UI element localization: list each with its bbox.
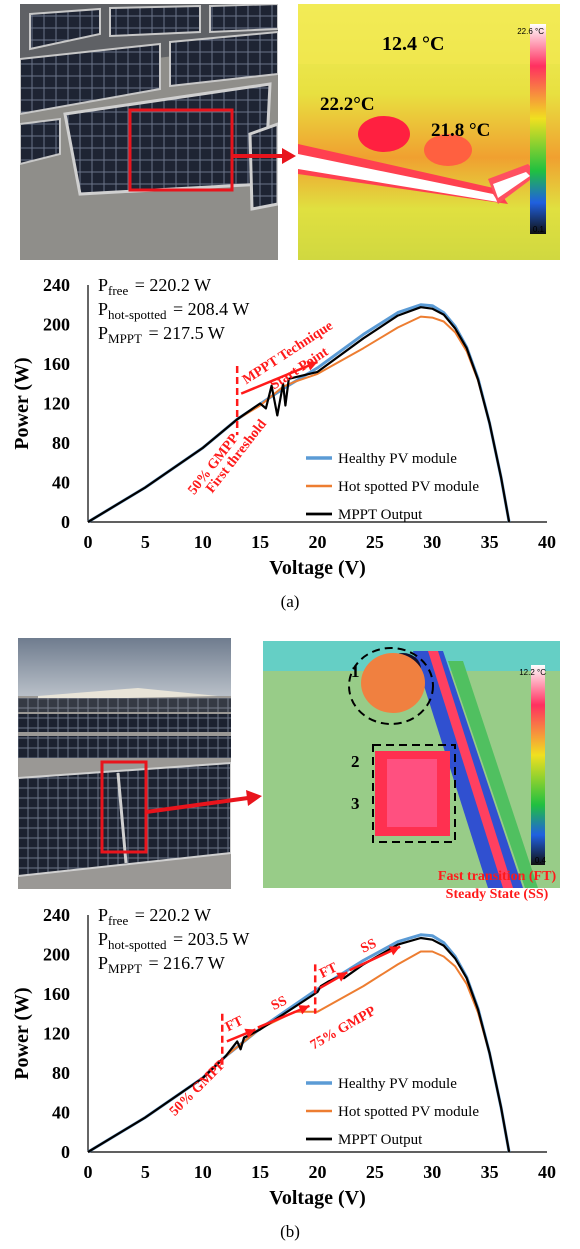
thermal-b-label-2: 2 <box>351 752 360 771</box>
power-value-2: Phot-spotted = 203.5 W <box>98 929 249 952</box>
y-tick-label: 80 <box>52 1063 70 1083</box>
ss-arrow-1-head <box>298 1005 310 1015</box>
series-line-2 <box>87 950 511 1153</box>
solar-panel-photo-a-graphic <box>20 4 278 260</box>
legend-label-3: MPPT Output <box>338 507 423 523</box>
y-tick-label: 120 <box>43 1024 70 1044</box>
x-tick-label: 15 <box>251 1162 269 1182</box>
figure-label-b: (b) <box>280 1222 300 1241</box>
thermal-b-scale-min: 0.4 <box>535 856 547 865</box>
legend-label-1: Healthy PV module <box>338 1076 457 1092</box>
annotation-steady-state: Steady State (SS) <box>446 887 549 902</box>
y-tick-label: 200 <box>43 315 70 335</box>
x-axis-label: Voltage (V) <box>269 1187 365 1209</box>
ss-arrow-2-head <box>388 946 401 956</box>
y-tick-label: 200 <box>43 945 70 965</box>
y-tick-label: 40 <box>52 1103 70 1123</box>
annotation-ft-2: FT <box>317 960 340 982</box>
solar-panel-photo-a <box>20 4 278 260</box>
thermal-b-scale-max: 12.2 °C <box>519 668 546 677</box>
x-tick-label: 35 <box>481 1162 499 1182</box>
thermal-image-b: 12.2 °C 0.4 1 2 3 <box>263 641 560 888</box>
x-tick-label: 35 <box>481 532 499 552</box>
y-tick-label: 80 <box>52 433 70 453</box>
thermal-a-temp-1: 12.4 °C <box>382 33 444 55</box>
x-tick-label: 10 <box>194 532 212 552</box>
x-tick-label: 40 <box>538 1162 556 1182</box>
thermal-a-scale-max: 22.6 °C <box>517 27 544 36</box>
power-value-3: PMPPT = 217.5 W <box>98 323 225 346</box>
mppt-start-arrow-head <box>306 361 318 371</box>
y-tick-label: 240 <box>43 275 70 295</box>
y-tick-label: 160 <box>43 984 70 1004</box>
y-tick-label: 0 <box>61 1142 70 1162</box>
y-axis-label: Power (W) <box>11 987 33 1079</box>
solar-panel-photo-b-graphic <box>18 638 231 889</box>
y-tick-label: 0 <box>61 512 70 532</box>
thermal-b-label-1: 1 <box>351 662 360 681</box>
legend-label-2: Hot spotted PV module <box>338 479 479 495</box>
thermal-a-scale-min: 0.1 <box>533 225 545 234</box>
legend-label-1: Healthy PV module <box>338 451 457 467</box>
thermal-image-a: 22.6 °C 0.1 12.4 °C 22.2°C 21.8 °C <box>298 4 560 260</box>
thermal-a-temp-3: 21.8 °C <box>431 120 490 141</box>
power-value-1: Pfree = 220.2 W <box>98 905 211 928</box>
x-tick-label: 15 <box>251 532 269 552</box>
ft-arrow-2-head <box>336 972 348 982</box>
y-tick-label: 240 <box>43 905 70 925</box>
solar-panel-photo-b <box>18 638 231 889</box>
x-tick-label: 10 <box>194 1162 212 1182</box>
annotation-ss-2: SS <box>358 936 379 956</box>
power-value-1: Pfree = 220.2 W <box>98 275 211 298</box>
legend-label-3: MPPT Output <box>338 1132 423 1148</box>
x-tick-label: 5 <box>141 532 150 552</box>
y-tick-label: 120 <box>43 394 70 414</box>
figure-label-a: (a) <box>280 592 300 611</box>
x-axis-label: Voltage (V) <box>269 557 365 579</box>
annotation-ss-1: SS <box>269 993 290 1013</box>
x-tick-label: 20 <box>309 1162 327 1182</box>
legend-label-2: Hot spotted PV module <box>338 1104 479 1120</box>
x-tick-label: 30 <box>423 1162 441 1182</box>
thermal-a-temp-2: 22.2°C <box>320 94 375 115</box>
y-tick-label: 40 <box>52 473 70 493</box>
thermal-image-a-graphic: 22.6 °C 0.1 12.4 °C 22.2°C 21.8 °C <box>298 4 560 260</box>
series-line-3 <box>87 306 511 523</box>
power-value-2: Phot-spotted = 208.4 W <box>98 299 249 322</box>
x-tick-label: 40 <box>538 532 556 552</box>
annotation-50-gmpp-b: 50% GMPP <box>167 1057 229 1119</box>
x-tick-label: 0 <box>84 532 93 552</box>
x-tick-label: 0 <box>84 1162 93 1182</box>
y-axis-label: Power (W) <box>11 357 33 449</box>
power-value-3: PMPPT = 216.7 W <box>98 953 225 976</box>
thermal-image-b-graphic: 12.2 °C 0.4 1 2 3 <box>263 641 560 888</box>
y-tick-label: 160 <box>43 354 70 374</box>
ft-arrow-1-head <box>244 1028 256 1038</box>
thermal-b-label-3: 3 <box>351 794 360 813</box>
annotation-ft-1: FT <box>223 1013 246 1035</box>
mppt-start-arrow <box>240 360 318 395</box>
x-tick-label: 25 <box>366 532 384 552</box>
annotation-fast-transition: Fast transition (FT) <box>438 869 557 884</box>
x-tick-label: 5 <box>141 1162 150 1182</box>
x-tick-label: 20 <box>309 532 327 552</box>
x-tick-label: 30 <box>423 532 441 552</box>
x-tick-label: 25 <box>366 1162 384 1182</box>
